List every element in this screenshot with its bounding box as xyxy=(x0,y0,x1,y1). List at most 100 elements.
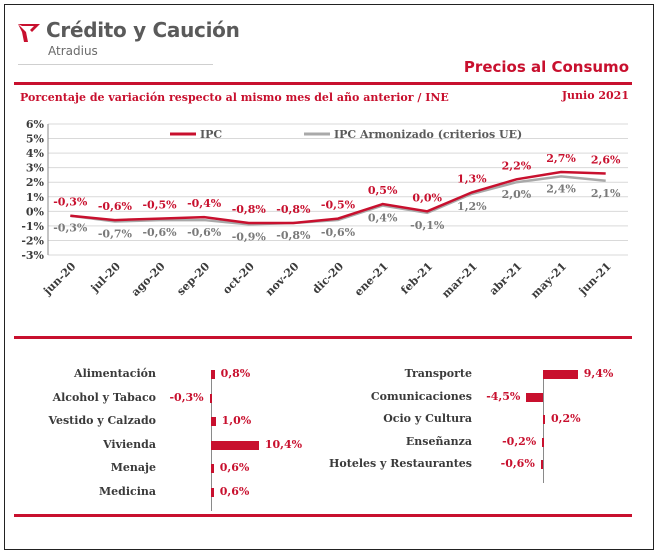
report-frame xyxy=(4,4,654,550)
data-label-ipca: -0,6% xyxy=(187,226,222,239)
data-label-ipca: -0,7% xyxy=(98,228,133,241)
data-label-ipca: -0,3% xyxy=(53,222,88,235)
x-tick-label: nov-20 xyxy=(263,260,302,299)
y-tick-label: -3% xyxy=(21,249,44,262)
x-tick-label: dic-20 xyxy=(310,260,347,297)
category-label: Transporte xyxy=(404,367,472,380)
ipc-line-chart: 6% 5%4% 3%2% 1%0% -1%-2% -3% IPC IPC Armonizad… xyxy=(21,118,628,301)
data-label-ipca: 2,4% xyxy=(546,182,576,195)
category-label: Vivienda xyxy=(103,437,156,451)
category-bar xyxy=(211,417,216,426)
y-tick-label: 0% xyxy=(26,205,45,218)
category-label: Hoteles y Restaurantes xyxy=(329,457,472,470)
legend-label-ipca: IPC Armonizado (criterios UE) xyxy=(334,128,522,141)
x-tick-label: may-21 xyxy=(528,260,569,301)
data-label-ipc: -0,8% xyxy=(232,203,267,216)
category-bar xyxy=(543,415,545,424)
section-rule xyxy=(14,336,632,339)
category-label: Enseñanza xyxy=(405,434,472,448)
data-label-ipca: 1,2% xyxy=(457,200,487,213)
category-value-label: 0,2% xyxy=(551,412,581,425)
brand-subname: Atradius xyxy=(48,44,98,58)
data-label-ipc: -0,5% xyxy=(321,199,356,212)
report-title: Precios al Consumo xyxy=(463,58,629,76)
y-tick-label: 5% xyxy=(26,133,45,146)
category-bar xyxy=(543,370,578,379)
y-tick-label: 6% xyxy=(26,118,45,131)
x-tick-label: abr-21 xyxy=(487,260,525,298)
data-label-ipca: 2,1% xyxy=(591,187,621,200)
x-tick-label: jun-20 xyxy=(40,260,78,298)
y-tick-label: 3% xyxy=(26,162,45,175)
logo-divider xyxy=(18,64,213,65)
x-tick-label: feb-21 xyxy=(398,260,435,297)
x-tick-label: ene-21 xyxy=(352,260,391,299)
data-label-ipc: -0,8% xyxy=(276,203,311,216)
category-bar xyxy=(211,464,214,473)
data-label-ipca: -0,9% xyxy=(232,230,267,243)
data-label-ipc: -0,4% xyxy=(187,197,222,210)
category-label: Menaje xyxy=(110,461,156,474)
data-label-ipc: 2,2% xyxy=(502,159,532,172)
report-date: Junio 2021 xyxy=(561,89,629,102)
category-bar xyxy=(211,440,259,450)
y-tick-label: -1% xyxy=(21,220,44,233)
category-value-label: -0,6% xyxy=(500,457,535,470)
data-label-ipca: -0,6% xyxy=(142,226,177,239)
category-label: Vestido y Calzado xyxy=(48,414,156,427)
category-label: Medicina xyxy=(98,484,156,498)
data-label-ipc: 0,0% xyxy=(412,191,442,204)
category-value-label: 9,4% xyxy=(583,367,614,380)
category-value-label: 1,0% xyxy=(221,414,252,427)
y-tick-label: -2% xyxy=(21,234,44,247)
title-rule xyxy=(14,82,632,85)
category-bar xyxy=(542,437,545,447)
data-label-ipc: 2,7% xyxy=(546,152,576,165)
category-label: Ocio y Cultura xyxy=(383,412,472,425)
data-label-ipc: 0,5% xyxy=(368,184,398,197)
data-label-ipca: -0,8% xyxy=(276,229,311,242)
category-bar xyxy=(540,460,543,469)
data-label-ipc: 1,3% xyxy=(457,172,487,185)
data-label-ipca: -0,1% xyxy=(410,219,445,232)
data-label-ipca: -0,6% xyxy=(321,226,356,239)
brand-logo: Crédito y Caución Atradius xyxy=(18,14,240,64)
x-tick-label: ago-20 xyxy=(129,260,168,299)
data-label-ipca: 0,4% xyxy=(368,212,398,225)
category-value-label: -0,3% xyxy=(169,390,204,404)
series-line-ipc-armonizado xyxy=(70,175,606,226)
data-label-ipca: 2,0% xyxy=(502,188,532,201)
x-tick-label: sep-20 xyxy=(174,260,212,298)
chart-subtitle: Porcentaje de variación respecto al mism… xyxy=(20,91,449,104)
category-value-label: 10,4% xyxy=(264,437,303,451)
category-bar xyxy=(209,393,212,403)
data-label-ipc: 2,6% xyxy=(591,153,621,166)
category-value-label: -0,2% xyxy=(502,434,537,448)
category-bar xyxy=(211,487,214,497)
category-bar xyxy=(526,392,543,402)
y-tick-label: 4% xyxy=(26,147,45,160)
category-axis xyxy=(543,370,544,483)
category-value-label: 0,6% xyxy=(219,484,250,498)
data-label-ipc: -0,3% xyxy=(53,196,88,209)
x-tick-label: jun-21 xyxy=(576,260,614,298)
category-value-label: 0,8% xyxy=(220,367,251,380)
x-tick-label: oct-20 xyxy=(220,260,257,297)
footer-rule xyxy=(14,514,632,517)
category-label: Alcohol y Tabaco xyxy=(52,390,156,404)
legend-label-ipc: IPC xyxy=(200,128,222,141)
brand-name: Crédito y Caución xyxy=(46,18,240,42)
brand-mark-icon xyxy=(18,24,40,42)
y-tick-label: 2% xyxy=(26,176,45,189)
y-tick-label: 1% xyxy=(26,191,45,204)
x-tick-label: mar-21 xyxy=(439,260,480,301)
category-label: Comunicaciones xyxy=(370,389,472,403)
category-bar xyxy=(211,370,215,379)
data-label-ipc: -0,6% xyxy=(98,200,133,213)
x-tick-label: jul-20 xyxy=(88,260,124,296)
data-label-ipc: -0,5% xyxy=(142,199,177,212)
series-line-ipc xyxy=(70,170,606,225)
category-label: Alimentación xyxy=(74,367,156,380)
category-value-label: 0,6% xyxy=(219,461,250,474)
category-value-label: -4,5% xyxy=(486,389,521,403)
